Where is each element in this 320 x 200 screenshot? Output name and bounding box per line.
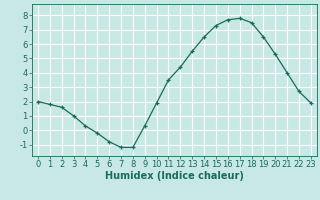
X-axis label: Humidex (Indice chaleur): Humidex (Indice chaleur) bbox=[105, 171, 244, 181]
